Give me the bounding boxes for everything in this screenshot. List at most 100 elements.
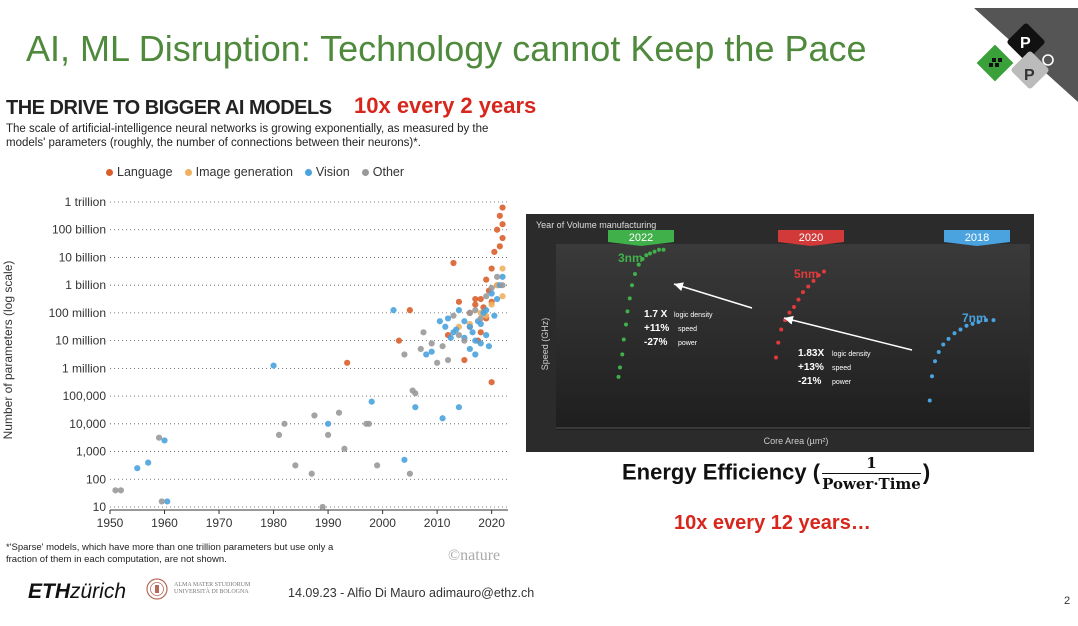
data-point-language bbox=[450, 259, 457, 267]
figure-footnote: *'Sparse' models, which have more than o… bbox=[6, 542, 334, 565]
efficiency-close: ) bbox=[922, 459, 931, 485]
data-point-other bbox=[292, 462, 299, 469]
legend-swatch-language bbox=[106, 169, 113, 177]
legend-vision: Vision bbox=[304, 165, 350, 179]
data-point-image-generation bbox=[488, 301, 495, 308]
data-point-language bbox=[406, 307, 413, 314]
data-point-other bbox=[117, 487, 125, 494]
node-point-3nm bbox=[636, 262, 641, 267]
logo-black-piece bbox=[1007, 23, 1045, 61]
x-tick-label: 1990 bbox=[315, 516, 342, 530]
x-tick-label: 1950 bbox=[97, 516, 124, 530]
x-tick-label: 2010 bbox=[424, 516, 451, 530]
y-tick-label: 10 bbox=[93, 500, 107, 514]
data-point-other bbox=[420, 329, 427, 336]
data-point-vision bbox=[134, 465, 141, 472]
y-tick-label: 1 billion bbox=[65, 278, 106, 292]
svg-text:+13%: +13% bbox=[798, 362, 824, 373]
node-point-3nm bbox=[644, 253, 649, 258]
data-point-other bbox=[112, 487, 119, 494]
data-point-language bbox=[488, 379, 495, 386]
node-point-7nm bbox=[984, 318, 988, 323]
header-label: Year of Volume manufacturing bbox=[536, 220, 656, 230]
figure-subtitle: The scale of artificial-intelligence neu… bbox=[6, 123, 489, 149]
node-point-3nm bbox=[616, 374, 621, 379]
svg-text:speed: speed bbox=[832, 365, 851, 372]
data-point-language bbox=[395, 337, 403, 344]
y-tick-label: 10 million bbox=[55, 334, 106, 348]
y-tick-label: 100 million bbox=[49, 306, 106, 320]
data-point-other bbox=[439, 343, 446, 350]
arrow-5nm-to-3nm bbox=[673, 282, 753, 309]
figure-title: THE DRIVE TO BIGGER AI MODELS bbox=[6, 97, 332, 119]
svg-text:+11%: +11% bbox=[644, 323, 669, 334]
data-point-image-generation bbox=[499, 265, 506, 272]
year-banner-2018 bbox=[944, 230, 1010, 246]
node-point-5nm bbox=[801, 290, 805, 295]
node-point-3nm bbox=[657, 247, 661, 252]
data-point-image-generation bbox=[499, 293, 506, 300]
callout-bottom: 10x every 12 years… bbox=[674, 512, 871, 534]
data-point-vision bbox=[461, 318, 468, 325]
data-point-vision bbox=[161, 437, 168, 444]
data-point-vision bbox=[493, 295, 501, 303]
node-point-5nm bbox=[792, 305, 796, 310]
data-point-vision bbox=[499, 273, 506, 280]
svg-text:P: P bbox=[1024, 67, 1035, 84]
nature-credit: ©nature bbox=[448, 547, 501, 564]
node-point-7nm bbox=[941, 342, 946, 347]
svg-text:-21%: -21% bbox=[798, 376, 821, 387]
x-tick-label: 1970 bbox=[206, 516, 233, 530]
lab-logo: P P bbox=[974, 8, 1078, 102]
node-point-3nm bbox=[627, 296, 632, 301]
data-point-vision bbox=[469, 329, 476, 336]
svg-text:logic density: logic density bbox=[674, 312, 713, 319]
data-point-other bbox=[466, 309, 473, 317]
node-point-7nm bbox=[933, 359, 937, 364]
data-point-vision bbox=[368, 398, 375, 405]
data-point-other bbox=[444, 356, 452, 364]
core-area-axis-label: Core Area (µm²) bbox=[764, 436, 829, 446]
data-point-vision bbox=[401, 456, 408, 463]
node-point-5nm bbox=[787, 310, 792, 315]
svg-text:power: power bbox=[678, 340, 698, 347]
node-point-7nm bbox=[991, 318, 996, 323]
slide-footer: 14.09.23 - Alfio Di Mauro adimauro@ethz.… bbox=[288, 586, 535, 600]
efficiency-label: Energy Efficiency ( bbox=[622, 459, 821, 485]
data-point-vision bbox=[477, 320, 484, 328]
node-point-7nm bbox=[958, 327, 963, 332]
data-point-other bbox=[455, 331, 463, 339]
data-point-other bbox=[374, 462, 381, 469]
data-point-language bbox=[493, 226, 501, 233]
data-point-other bbox=[483, 293, 490, 300]
label-5nm: 5nm bbox=[794, 267, 819, 281]
data-point-vision bbox=[164, 498, 171, 505]
unibo-logo: ALMA MATER STUDIORUM UNIVERSITÀ DI BOLOGN… bbox=[146, 578, 250, 600]
node-point-5nm bbox=[822, 269, 826, 274]
data-point-language bbox=[477, 329, 484, 336]
y-tick-label: 10 billion bbox=[59, 250, 106, 264]
data-point-vision bbox=[455, 307, 463, 314]
data-point-other bbox=[311, 412, 318, 419]
annotation-3nm: 1.7 X logic density +11% speed -27% powe… bbox=[644, 309, 713, 348]
data-point-vision bbox=[423, 351, 430, 358]
node-point-5nm bbox=[806, 284, 811, 289]
x-tick-label: 1960 bbox=[151, 516, 178, 530]
node-point-7nm bbox=[976, 320, 981, 325]
data-point-language bbox=[496, 243, 503, 250]
data-point-language bbox=[477, 295, 484, 303]
data-point-other bbox=[472, 307, 479, 314]
node-point-3nm bbox=[640, 257, 645, 262]
y-tick-label: 1 trillion bbox=[65, 195, 106, 209]
data-point-other bbox=[275, 431, 283, 439]
y-tick-label: 100,000 bbox=[63, 389, 107, 403]
y-axis-label-text: Number of parameters (log scale) bbox=[1, 261, 15, 440]
data-point-other bbox=[417, 345, 424, 353]
legend-image-generation: Image generation bbox=[184, 165, 293, 179]
svg-text:2018: 2018 bbox=[965, 232, 989, 244]
label-3nm: 3nm bbox=[618, 251, 643, 265]
x-tick-label: 2020 bbox=[478, 516, 505, 530]
data-point-other bbox=[488, 284, 495, 292]
svg-text:logic density: logic density bbox=[832, 351, 871, 358]
data-point-other bbox=[341, 445, 348, 452]
